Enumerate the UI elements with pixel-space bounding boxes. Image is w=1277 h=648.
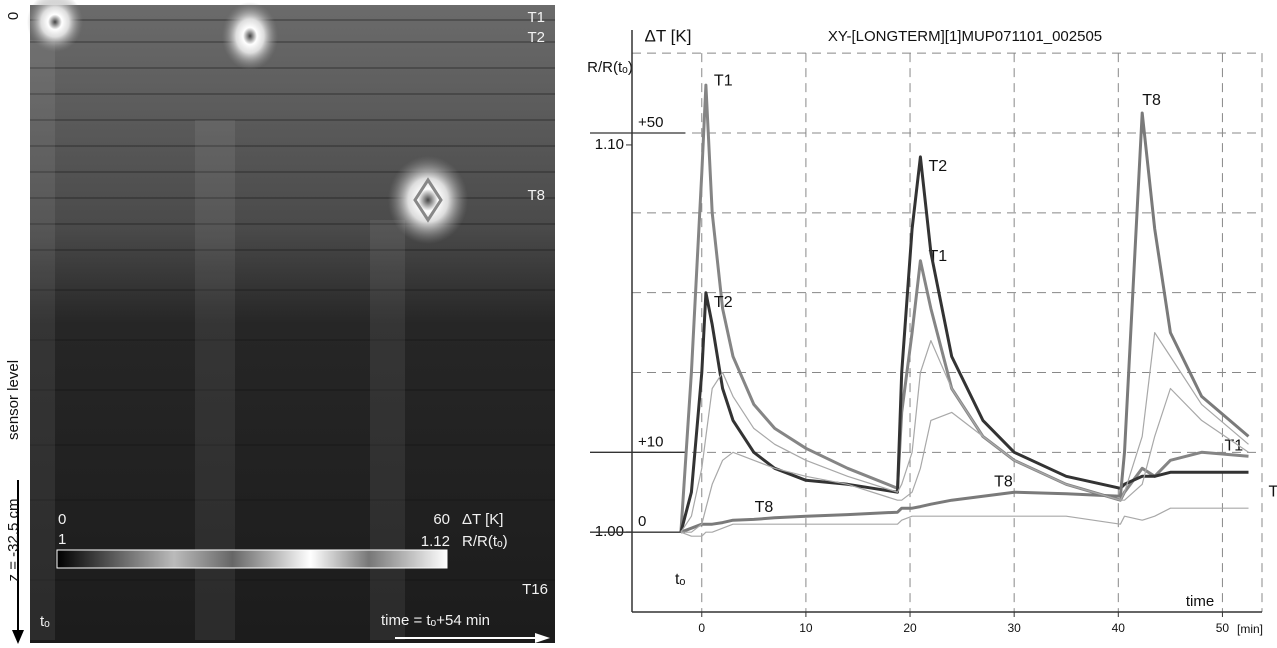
sensor-label: T1 (527, 9, 545, 26)
series-label: T8 (994, 473, 1013, 490)
x-tick-label: 50 (1216, 621, 1230, 635)
y2-tick-label: +50 (638, 114, 663, 131)
y2-tick-label: 0 (638, 513, 646, 530)
series-line (680, 507, 1249, 537)
y-tick-label: 1.10 (595, 136, 624, 153)
z-label: z = -32.5 cm (5, 499, 22, 582)
x-tick-label: 0 (698, 621, 705, 635)
x-start-label: tₒ (40, 613, 50, 630)
series-label: T1 (714, 72, 733, 89)
colorbar-label2: R/R(tₒ) (462, 533, 508, 550)
series-label: T1 (1224, 438, 1243, 455)
series-line (680, 332, 1249, 533)
colorbar-min2: 1 (58, 531, 66, 548)
y-top-label: 0 (5, 12, 22, 20)
series-label: T2 (1268, 484, 1277, 501)
chart-title: XY-[LONGTERM][1]MUP071101_002505 (828, 28, 1102, 45)
series-label: T2 (928, 158, 947, 175)
sensor-label: T2 (527, 29, 545, 46)
y-axis-label: sensor level (5, 360, 22, 440)
colorbar-max: 60 (433, 511, 450, 528)
x-tick-label: 40 (1112, 621, 1126, 635)
series-line (680, 111, 1250, 534)
colorbar-max2: 1.12 (421, 533, 450, 550)
colorbar-label: ΔT [K] (462, 511, 503, 528)
y2-axis-label: ΔT [K] (645, 26, 692, 45)
origin-label: tₒ (675, 571, 685, 588)
sensor-label: T16 (522, 581, 548, 598)
x-unit: [min] (1237, 622, 1263, 636)
series-label: T8 (1142, 92, 1161, 109)
x-tick-label: 30 (1007, 621, 1021, 635)
series-line (679, 155, 1249, 533)
y-tick-label: 1.00 (595, 523, 624, 540)
colorbar-min: 0 (58, 511, 66, 528)
x-axis-label: time (1186, 593, 1214, 610)
sensor-label: T8 (527, 187, 545, 204)
series-label: T2 (714, 294, 733, 311)
series-label: T8 (755, 499, 774, 516)
y2-tick-label: +10 (638, 433, 663, 450)
x-tick-label: 20 (903, 621, 917, 635)
series-line (679, 83, 1249, 533)
y-axis-label: R/R(tₒ) (587, 59, 633, 76)
heatmap (12, 0, 555, 644)
x-tick-label: 10 (799, 621, 813, 635)
series-line (680, 387, 1249, 533)
x-axis-label: time = tₒ+54 min (381, 612, 490, 629)
